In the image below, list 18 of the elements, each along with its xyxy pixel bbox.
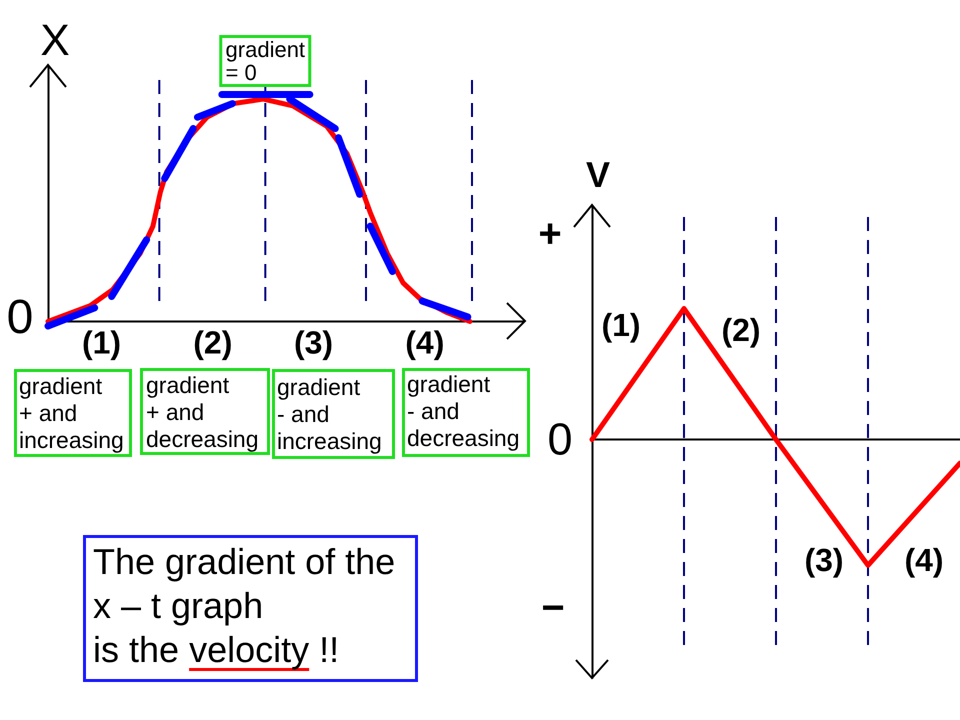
x-tick-label: (2) [193,324,232,360]
annotation: (3) [804,542,844,578]
x-tick-label: (1) [82,324,122,360]
text: gradient - and increasing [272,369,395,459]
annotation: (4) [904,542,944,578]
y-axis-title: V [586,154,610,195]
text: gradient + and increasing [14,369,132,457]
text: gradient - and decreasing [402,368,530,457]
text: + [538,212,562,256]
text: 0 [547,414,573,464]
text: gradient + and decreasing [140,368,270,455]
text: The gradient of the x – t graph is the velocity !! [83,535,418,682]
y-axis-title: X [40,16,70,65]
annotation: gradient = 0 [220,34,312,86]
x-tick-label: (4) [405,324,444,360]
x-tick-label: (3) [294,324,334,360]
text: 0 [6,291,34,344]
text: − [541,586,565,630]
